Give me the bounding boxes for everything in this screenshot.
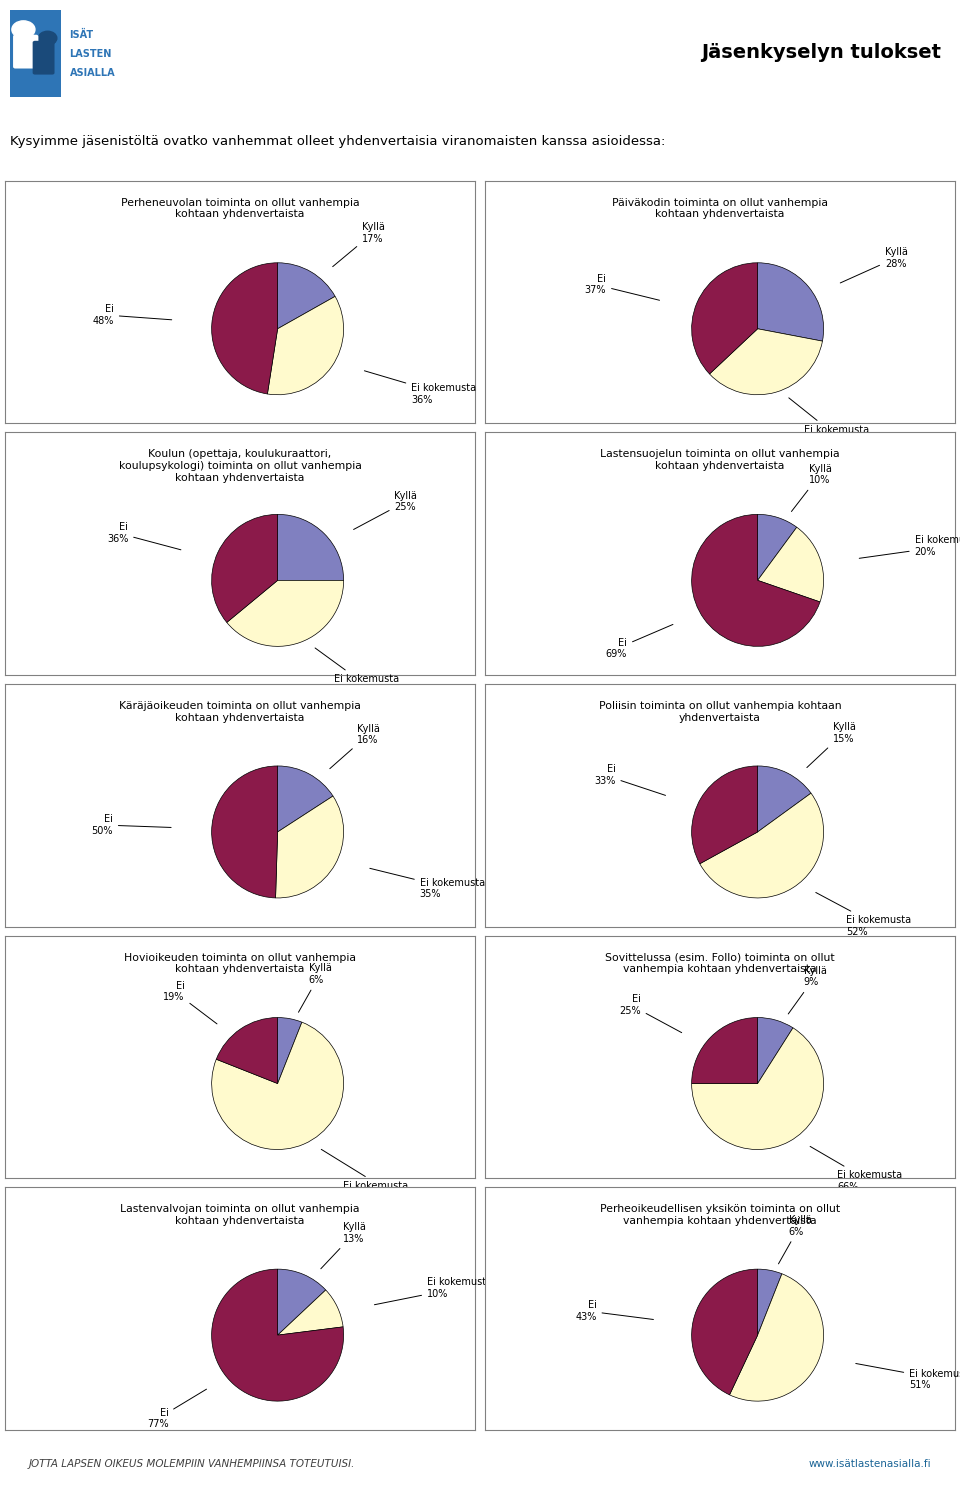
Wedge shape — [691, 766, 757, 864]
Text: Ei kokemusta
36%: Ei kokemusta 36% — [365, 371, 476, 405]
Wedge shape — [730, 1274, 824, 1401]
Text: Ei
33%: Ei 33% — [594, 765, 665, 795]
Wedge shape — [691, 514, 820, 647]
Wedge shape — [211, 766, 277, 898]
Wedge shape — [691, 263, 757, 374]
Text: www.isätlastenasialla.fi: www.isätlastenasialla.fi — [809, 1460, 931, 1469]
Text: ISÄT: ISÄT — [69, 30, 94, 40]
Text: JOTTA LAPSEN OIKEUS MOLEMPIIN VANHEMPIINSA TOTEUTUISI.: JOTTA LAPSEN OIKEUS MOLEMPIIN VANHEMPIIN… — [29, 1460, 355, 1469]
Wedge shape — [757, 514, 797, 580]
Text: Kyllä
16%: Kyllä 16% — [330, 723, 380, 769]
Wedge shape — [757, 263, 824, 341]
Text: Ei kokemusta
66%: Ei kokemusta 66% — [810, 1146, 902, 1192]
Wedge shape — [227, 580, 344, 647]
Text: Ei
77%: Ei 77% — [147, 1389, 206, 1430]
Wedge shape — [757, 1017, 793, 1083]
Text: Ei kokemusta
39%: Ei kokemusta 39% — [315, 648, 398, 696]
Wedge shape — [277, 1289, 343, 1336]
Wedge shape — [268, 296, 344, 394]
Wedge shape — [757, 1268, 782, 1336]
Text: Hovioikeuden toiminta on ollut vanhempia
kohtaan yhdenvertaista: Hovioikeuden toiminta on ollut vanhempia… — [124, 953, 356, 974]
Text: Ei
37%: Ei 37% — [585, 273, 660, 300]
Text: Ei
69%: Ei 69% — [606, 624, 673, 659]
Wedge shape — [211, 263, 277, 394]
Text: Ei kokemusta
10%: Ei kokemusta 10% — [374, 1277, 492, 1304]
Text: Ei kokemusta
35%: Ei kokemusta 35% — [789, 397, 869, 447]
Text: Kyllä
17%: Kyllä 17% — [333, 223, 385, 266]
Text: Ei kokemusta
20%: Ei kokemusta 20% — [859, 535, 960, 559]
FancyBboxPatch shape — [33, 40, 55, 75]
Text: Kyllä
9%: Kyllä 9% — [788, 965, 827, 1014]
Wedge shape — [277, 1017, 302, 1083]
Text: Kysyimme jäsenistöltä ovatko vanhemmat olleet yhdenvertaisia viranomaisten kanss: Kysyimme jäsenistöltä ovatko vanhemmat o… — [10, 136, 665, 148]
Text: Lastensuojelun toiminta on ollut vanhempia
kohtaan yhdenvertaista: Lastensuojelun toiminta on ollut vanhemp… — [600, 450, 840, 471]
Wedge shape — [277, 263, 335, 329]
Text: Ei
36%: Ei 36% — [107, 521, 180, 550]
Circle shape — [38, 31, 57, 45]
Wedge shape — [211, 514, 277, 623]
Text: Kyllä
13%: Kyllä 13% — [321, 1222, 366, 1268]
Circle shape — [12, 21, 35, 39]
Text: Ei
50%: Ei 50% — [91, 814, 171, 835]
Text: Koulun (opettaja, koulukuraattori,
koulupsykologi) toiminta on ollut vanhempia
k: Koulun (opettaja, koulukuraattori, koulu… — [119, 450, 361, 483]
Text: Poliisin toiminta on ollut vanhempia kohtaan
yhdenvertaista: Poliisin toiminta on ollut vanhempia koh… — [599, 701, 841, 723]
Wedge shape — [277, 1268, 325, 1336]
Wedge shape — [211, 1022, 344, 1149]
Text: Ei
48%: Ei 48% — [92, 303, 172, 326]
Wedge shape — [211, 1268, 344, 1401]
Text: Lastenvalvojan toiminta on ollut vanhempia
kohtaan yhdenvertaista: Lastenvalvojan toiminta on ollut vanhemp… — [120, 1204, 360, 1225]
Wedge shape — [277, 766, 333, 832]
Wedge shape — [691, 1017, 757, 1083]
Text: Ei kokemusta
35%: Ei kokemusta 35% — [370, 868, 485, 899]
Wedge shape — [216, 1017, 277, 1083]
Wedge shape — [691, 1268, 757, 1395]
Text: Kyllä
15%: Kyllä 15% — [806, 722, 855, 768]
Text: Ei kokemusta
52%: Ei kokemusta 52% — [816, 892, 911, 937]
Text: LASTEN: LASTEN — [69, 49, 112, 58]
Wedge shape — [757, 527, 824, 602]
Text: Perheoikeudellisen yksikön toiminta on ollut
vanhempia kohtaan yhdenvertaista: Perheoikeudellisen yksikön toiminta on o… — [600, 1204, 840, 1225]
Wedge shape — [277, 514, 344, 580]
Wedge shape — [757, 766, 811, 832]
Text: Kyllä
6%: Kyllä 6% — [779, 1215, 811, 1264]
Text: Kyllä
25%: Kyllä 25% — [353, 492, 418, 529]
Text: Ei
43%: Ei 43% — [575, 1300, 654, 1322]
Text: Sovittelussa (esim. Follo) toiminta on ollut
vanhempia kohtaan yhdenvertaista: Sovittelussa (esim. Follo) toiminta on o… — [605, 953, 835, 974]
Text: Ei
25%: Ei 25% — [619, 994, 682, 1032]
FancyBboxPatch shape — [10, 10, 61, 97]
Wedge shape — [276, 796, 344, 898]
Text: Ei kokemusta...: Ei kokemusta... — [322, 1149, 418, 1191]
Text: Kyllä
10%: Kyllä 10% — [791, 463, 831, 511]
Text: ASIALLA: ASIALLA — [69, 67, 115, 78]
Text: Ei kokemusta
51%: Ei kokemusta 51% — [855, 1364, 960, 1389]
Wedge shape — [709, 329, 823, 394]
Text: Perheneuvolan toiminta on ollut vanhempia
kohtaan yhdenvertaista: Perheneuvolan toiminta on ollut vanhempi… — [121, 197, 359, 220]
Text: Kyllä
28%: Kyllä 28% — [840, 247, 908, 282]
Wedge shape — [700, 793, 824, 898]
Text: Jäsenkyselyn tulokset: Jäsenkyselyn tulokset — [701, 43, 941, 61]
Text: Ei
19%: Ei 19% — [163, 980, 217, 1023]
Text: Käräjäoikeuden toiminta on ollut vanhempia
kohtaan yhdenvertaista: Käräjäoikeuden toiminta on ollut vanhemp… — [119, 701, 361, 723]
Text: Kyllä
6%: Kyllä 6% — [299, 964, 331, 1013]
Text: Päiväkodin toiminta on ollut vanhempia
kohtaan yhdenvertaista: Päiväkodin toiminta on ollut vanhempia k… — [612, 197, 828, 220]
FancyBboxPatch shape — [13, 34, 38, 69]
Wedge shape — [691, 1028, 824, 1149]
